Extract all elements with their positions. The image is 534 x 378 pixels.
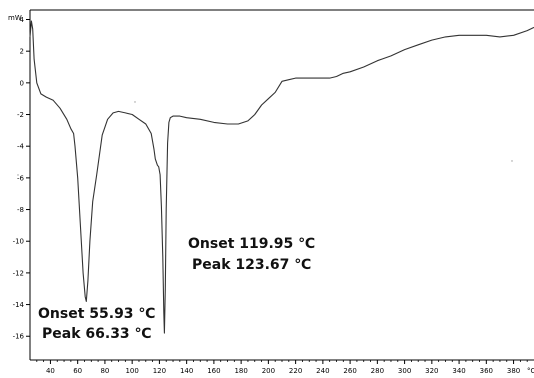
series-line-1 [29,20,534,334]
x-tick-label: 160 [207,367,220,375]
x-tick-label: 220 [289,367,302,375]
y-tick-label: -2 [17,111,24,119]
x-tick-label: 180 [234,367,247,375]
y-tick-label: 0 [20,79,24,87]
x-tick-label: 100 [125,367,138,375]
annotation-peak-2: Onset 119.95 ℃ Peak 123.67 ℃ [188,236,315,273]
y-tick-label: -8 [17,206,24,214]
stray-dot [511,160,513,162]
y-tick-label: 4 [20,16,25,24]
y-axis: 4 2 0 -2 -4 -6 -8 -10 -12 -14 -16 [13,16,30,341]
y-tick-label: -4 [17,143,25,151]
y-tick-label: -14 [13,301,25,309]
annotation-1-peak: Peak 66.33 ℃ [42,326,152,342]
x-tick-label: 140 [180,367,193,375]
x-tick-label: 360 [480,367,493,375]
x-unit-label: °C [527,367,534,375]
x-tick-label: 340 [452,367,465,375]
x-tick-label: 260 [343,367,356,375]
y-tick-label: -6 [17,174,25,182]
x-tick-label: 240 [316,367,329,375]
x-tick-label: 380 [507,367,520,375]
x-tick-label: 200 [262,367,275,375]
annotation-peak-1: Onset 55.93 ℃ Peak 66.33 ℃ [38,306,155,342]
stray-dot [134,101,136,103]
x-tick-label: 120 [153,367,166,375]
x-tick-label: 40 [46,367,55,375]
x-tick-label: 320 [425,367,438,375]
x-tick-label: 80 [100,367,109,375]
y-unit-label: mW [8,14,22,22]
x-tick-label: 300 [398,367,411,375]
x-tick-label: 280 [371,367,384,375]
y-tick-label: -10 [13,238,24,246]
y-tick-label: -16 [13,333,25,341]
stray-marks [17,101,513,176]
series-layer [29,20,534,334]
y-tick-label: 2 [20,48,24,56]
annotation-1-onset: Onset 55.93 ℃ [38,306,155,322]
x-axis: 40 60 80 100 120 140 160 180 200 220 240 260 280 300 3… [36,360,528,375]
x-tick-label: 60 [73,367,82,375]
annotation-2-onset: Onset 119.95 ℃ [188,236,315,252]
annotation-2-peak: Peak 123.67 ℃ [192,257,311,273]
stray-dot [17,174,19,176]
y-tick-label: -12 [13,269,24,277]
